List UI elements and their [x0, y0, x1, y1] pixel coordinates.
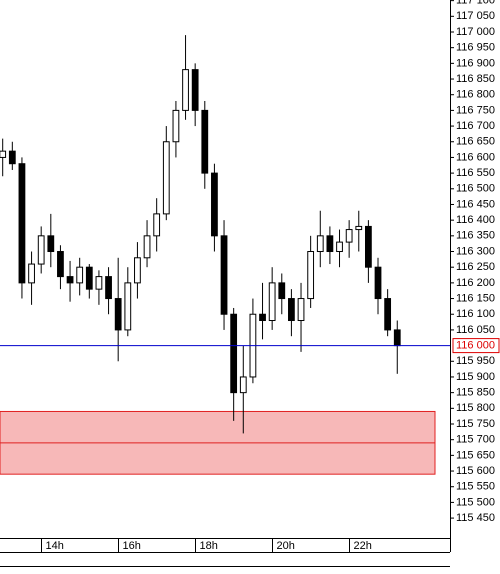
candle-body — [124, 282, 132, 331]
y-tick-label: 116 300 — [456, 245, 495, 257]
candle-body — [220, 235, 228, 315]
candle-body — [18, 163, 26, 284]
y-tick-label: 115 550 — [456, 481, 495, 493]
y-tick-label: 115 900 — [456, 371, 495, 383]
y-tick-label: 116 350 — [456, 230, 495, 242]
x-tick-label: 14h — [46, 540, 64, 552]
y-tick-label: 116 650 — [456, 136, 495, 148]
candle-body — [345, 229, 353, 243]
candle-body — [66, 276, 74, 284]
candle-body — [336, 241, 343, 253]
candle-body — [268, 282, 276, 322]
candle-body — [8, 150, 16, 165]
candle-body — [134, 257, 141, 284]
y-tick-label: 115 750 — [456, 418, 495, 430]
candle-body — [278, 282, 286, 300]
y-tick-label: 116 250 — [456, 261, 495, 273]
y-tick-label: 115 800 — [456, 402, 495, 414]
y-tick-label: 116 500 — [456, 183, 495, 195]
candle-body — [326, 235, 334, 253]
candle-body — [162, 141, 170, 215]
candle-body — [153, 213, 161, 237]
y-tick-label: 116 600 — [456, 151, 495, 163]
y-tick-label: 116 150 — [456, 292, 495, 304]
x-tick-label: 20h — [277, 540, 295, 552]
candle-body — [57, 251, 64, 278]
y-tick-label: 116 950 — [456, 42, 495, 54]
candle-body — [172, 109, 180, 143]
y-tick-label: 115 450 — [456, 512, 495, 524]
candle-body — [105, 276, 112, 300]
current-price-label: 116 000 — [456, 340, 495, 352]
candle-body — [0, 150, 7, 158]
candle-body — [288, 298, 295, 322]
candle-body — [297, 298, 305, 322]
candle-body — [374, 266, 382, 300]
candle-body — [47, 235, 55, 253]
candle-body — [85, 266, 93, 290]
candle-body — [143, 235, 151, 259]
y-tick-label: 115 850 — [456, 387, 495, 399]
y-tick-label: 116 450 — [456, 198, 495, 210]
candle-body — [230, 313, 238, 394]
candle-body — [239, 376, 247, 394]
y-tick-label: 116 550 — [456, 167, 495, 179]
y-tick-label: 116 850 — [456, 73, 495, 85]
y-tick-label: 116 900 — [456, 57, 495, 69]
current-price-box — [452, 338, 500, 354]
candle-body — [307, 251, 315, 300]
candle-body — [211, 172, 218, 237]
y-tick-label: 117 000 — [456, 26, 495, 38]
candle-body — [76, 266, 84, 284]
y-tick-label: 116 750 — [456, 104, 495, 116]
x-tick-label: 22h — [354, 540, 372, 552]
y-tick-label: 115 600 — [456, 465, 495, 477]
candle-body — [28, 263, 35, 284]
y-tick-label: 117 100 — [456, 0, 495, 7]
y-tick-label: 116 200 — [456, 277, 495, 289]
y-tick-label: 115 500 — [456, 496, 495, 508]
candle-body — [37, 235, 45, 265]
y-tick-label: 116 100 — [456, 308, 495, 320]
y-tick-label: 116 800 — [456, 89, 495, 101]
candle-body — [201, 109, 209, 174]
x-tick-label: 16h — [123, 540, 141, 552]
candle-body — [182, 69, 189, 111]
y-tick-label: 116 050 — [456, 324, 495, 336]
candle-body — [259, 313, 266, 322]
candle-body — [355, 225, 363, 231]
y-tick-label: 115 650 — [456, 449, 495, 461]
candle-body — [365, 225, 372, 268]
candle-body — [393, 329, 401, 347]
candle-body — [384, 298, 392, 331]
x-tick-label: 18h — [200, 540, 218, 552]
y-tick-label: 115 700 — [456, 434, 495, 446]
candle-body — [191, 69, 199, 111]
y-tick-label: 116 400 — [456, 214, 495, 226]
y-tick-label: 116 700 — [456, 120, 495, 132]
candle-body — [114, 298, 122, 331]
y-tick-label: 115 950 — [456, 355, 495, 367]
candle-body — [95, 276, 103, 290]
y-tick-label: 117 050 — [456, 10, 495, 22]
candle-body — [316, 235, 324, 253]
